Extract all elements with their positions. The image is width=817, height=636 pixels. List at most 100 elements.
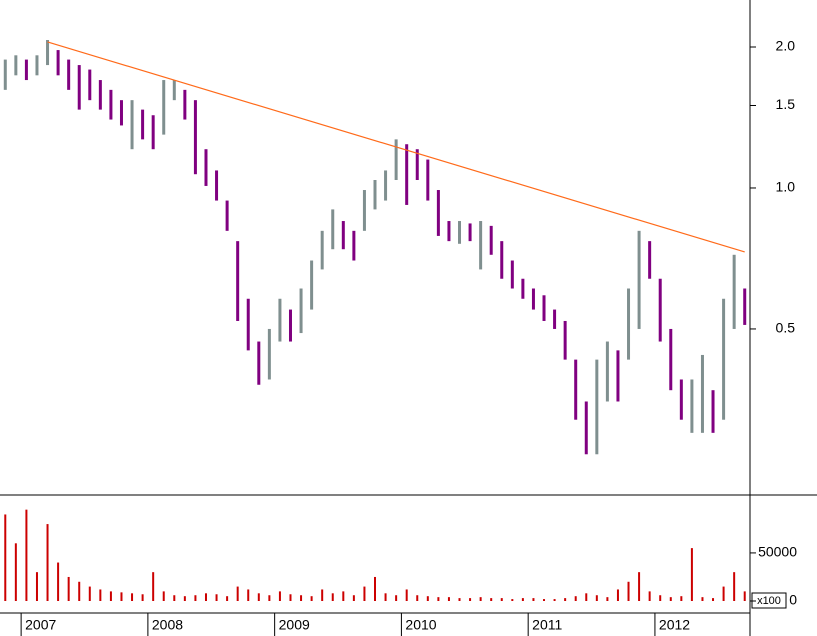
- volume-bar: [120, 592, 123, 601]
- volume-bar: [511, 599, 514, 601]
- price-bar: [637, 230, 641, 329]
- price-bar: [257, 341, 261, 385]
- volume-bar: [215, 594, 218, 601]
- price-bar: [521, 278, 525, 299]
- price-bar: [278, 298, 282, 342]
- price-bar: [130, 100, 134, 150]
- price-bar: [563, 320, 567, 360]
- x-tick-label: 2008: [152, 617, 183, 633]
- volume-bar: [616, 589, 619, 601]
- price-bar: [415, 149, 419, 181]
- price-bar: [77, 65, 81, 110]
- volume-bar: [447, 597, 450, 601]
- price-bar: [320, 230, 324, 270]
- price-bar: [648, 241, 652, 279]
- price-bar: [24, 59, 28, 81]
- volume-bar: [416, 595, 419, 601]
- price-bar: [531, 288, 535, 310]
- volume-bar: [46, 524, 49, 601]
- volume-bar: [585, 593, 588, 601]
- x-tick-label: 2007: [25, 617, 56, 633]
- volume-bar: [733, 572, 736, 601]
- price-bar: [616, 350, 620, 402]
- volume-bar: [659, 595, 662, 601]
- price-bar: [331, 209, 335, 250]
- price-bar: [447, 221, 451, 242]
- volume-bar: [257, 593, 260, 601]
- price-bar: [384, 170, 388, 201]
- price-bar: [436, 190, 440, 236]
- volume-bar: [374, 576, 376, 601]
- price-bar: [236, 241, 240, 321]
- y-tick-label: 0.5: [776, 320, 796, 336]
- volume-bar: [722, 586, 725, 601]
- price-bar: [341, 221, 345, 250]
- price-bar: [56, 50, 60, 76]
- price-bar: [109, 89, 113, 120]
- volume-bar: [141, 594, 144, 601]
- volume-bar: [469, 598, 472, 601]
- price-bar: [479, 221, 483, 270]
- price-bar: [267, 328, 271, 380]
- price-bar: [141, 109, 145, 140]
- price-bar: [489, 225, 493, 255]
- volume-bar: [564, 598, 567, 601]
- y-tick-label: 1.0: [776, 179, 796, 195]
- price-bar: [500, 241, 504, 279]
- volume-bar: [109, 591, 112, 601]
- volume-bar: [289, 594, 292, 601]
- price-bar: [215, 170, 219, 201]
- price-bar: [162, 80, 166, 135]
- volume-bar: [458, 598, 461, 601]
- x-tick-label: 2011: [532, 617, 562, 633]
- volume-bar: [99, 589, 102, 601]
- volume-bar: [363, 586, 366, 601]
- volume-bar: [35, 572, 38, 601]
- price-bar: [119, 100, 123, 126]
- trendline: [47, 41, 745, 253]
- y-tick-label: 2.0: [776, 38, 796, 54]
- volume-bar: [701, 597, 704, 601]
- volume-bar: [278, 591, 281, 601]
- price-bar: [743, 288, 747, 325]
- volume-bar: [627, 581, 630, 601]
- volume-bar: [500, 598, 503, 601]
- price-bar: [46, 40, 50, 66]
- volume-bar: [25, 509, 28, 601]
- volume-bar: [342, 591, 345, 601]
- volume-bar: [57, 562, 60, 601]
- price-bar: [405, 144, 409, 205]
- volume-bar: [226, 596, 229, 601]
- volume-bar: [321, 589, 324, 601]
- volume-bar: [162, 591, 165, 601]
- volume-bar: [395, 595, 398, 601]
- volume-bar: [743, 591, 746, 601]
- price-bar: [288, 309, 292, 342]
- volume-bar: [300, 595, 303, 601]
- volume-bar: [14, 543, 17, 601]
- price-bar: [732, 254, 736, 329]
- price-bar: [299, 288, 303, 334]
- price-bar: [595, 359, 599, 455]
- volume-bar: [194, 595, 197, 601]
- price-bar: [67, 59, 71, 90]
- volume-bar: [4, 514, 7, 601]
- volume-bar: [173, 595, 176, 601]
- volume-bar: [236, 586, 239, 601]
- price-bar: [14, 55, 18, 76]
- volume-bar: [131, 593, 134, 601]
- price-bar: [172, 80, 176, 101]
- price-bar: [658, 278, 662, 342]
- volume-bar: [183, 596, 186, 601]
- price-bar: [151, 115, 155, 150]
- price-bar: [700, 354, 704, 433]
- volume-bar: [437, 597, 440, 601]
- volume-bar: [247, 589, 250, 601]
- price-bar: [510, 260, 514, 289]
- price-bar: [605, 341, 609, 402]
- volume-bar: [606, 597, 609, 601]
- price-bar: [394, 139, 398, 181]
- volume-bar: [532, 598, 535, 601]
